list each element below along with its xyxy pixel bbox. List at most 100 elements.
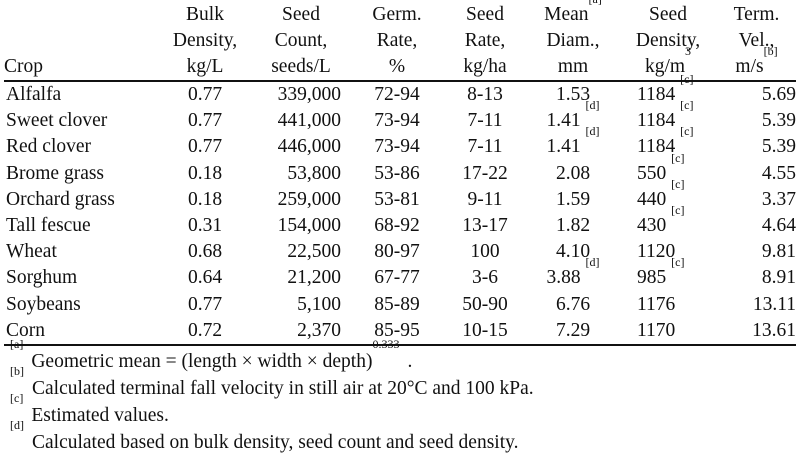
cell-mean-diam: 7.29: [555, 319, 591, 341]
footnote-ref: [c]: [671, 150, 685, 165]
cell-crop: Soybeans: [6, 293, 81, 315]
cell-term-vel: 4.55: [761, 162, 796, 184]
cell-seed-rate: 8-13: [467, 84, 503, 105]
header-row: Crop Bulk Density, kg/L Seed Count, seeds/L Ger…: [4, 0, 796, 81]
cell-bulk-density: 0.68: [187, 241, 223, 263]
table-row: Orchard grass 0.18 259,000 53-81 9-11 1.59 440…: [4, 176, 796, 213]
cell-mean-diam: 1.53: [555, 84, 591, 105]
cell-term-vel: 5.39: [761, 110, 796, 132]
cell-germ-rate: 73-94: [374, 136, 420, 158]
header-seed-density: Seed Density, kg/m3: [619, 2, 717, 81]
cell-seed-count: 53,800: [287, 162, 341, 184]
footnote-ref: [a]: [589, 0, 602, 6]
footnote-exponent: 0.333: [372, 337, 400, 352]
table-row: Corn 0.72 2,370 85-95 10-15 7.29 1170 13.61: [4, 318, 796, 346]
cell-seed-density: 1184 [c]: [637, 98, 694, 132]
unit-exponent: 3: [685, 44, 692, 58]
cell-crop: Corn: [6, 319, 45, 341]
table-row: Soybeans 0.77 5,100 85-89 50-90 6.76 1176 13.11: [4, 292, 796, 318]
footnote-text: Estimated values.: [31, 405, 169, 427]
footnote: [b] Calculated terminal fall velocity in …: [4, 365, 796, 402]
cell-crop: Red clover: [6, 136, 92, 158]
cell-seed-count: 446,000: [277, 136, 341, 158]
cell-germ-rate: 53-86: [374, 162, 420, 184]
header-line: Term.: [733, 4, 780, 25]
table-header: Crop Bulk Density, kg/L Seed Count, seeds/L Ger…: [4, 0, 796, 81]
cell-bulk-density: 0.77: [187, 136, 223, 158]
cell-seed-rate: 13-17: [462, 215, 508, 237]
cell-seed-density: 550 [c]: [637, 150, 685, 184]
header-line: Diam.,: [546, 30, 600, 51]
header-term-vel: Term. Vel., m/s[b]: [717, 2, 796, 81]
header-line: %: [388, 56, 406, 77]
cell-germ-rate: 68-92: [374, 215, 420, 237]
cell-seed-count: 22,500: [287, 241, 341, 263]
cell-germ-rate: 72-94: [374, 84, 420, 105]
cell-bulk-density: 0.18: [187, 162, 223, 184]
header-line: kg/ha: [463, 56, 507, 77]
cell-mean-diam: 1.59: [555, 188, 591, 210]
header-line: Seed: [649, 4, 687, 25]
header-bulk-density: Bulk Density, kg/L: [159, 2, 251, 81]
table-row: Alfalfa 0.77 339,000 72-94 8-13 1.53 1184 [c] 5…: [4, 72, 796, 108]
header-line: Vel.,: [738, 30, 775, 51]
cell-mean-diam: 3.88 [d]: [546, 255, 600, 289]
cell-crop: Sweet clover: [6, 110, 108, 132]
cell-mean-diam: 1.41 [d]: [546, 98, 600, 132]
cell-term-vel: 8.91: [761, 267, 796, 289]
cell-seed-count: 2,370: [297, 319, 341, 341]
cell-crop: Tall fescue: [6, 215, 91, 237]
header-seed-count: Seed Count, seeds/L: [251, 2, 351, 81]
footnote-mark: [a]: [10, 337, 24, 352]
header-line: Mean[a]: [527, 0, 619, 28]
cell-bulk-density: 0.77: [187, 293, 223, 315]
header-seed-rate: Seed Rate, kg/ha: [443, 2, 527, 81]
cell-mean-diam: 2.08: [555, 162, 591, 184]
footnote-ref: [c]: [680, 98, 694, 113]
header-line: Rate,: [376, 30, 418, 51]
cell-germ-rate: 73-94: [374, 110, 420, 132]
table-row: Sorghum 0.64 21,200 67-77 3-6 3.88 [d] 985 [c]…: [4, 255, 796, 291]
header-line: Rate,: [464, 30, 506, 51]
footnote: [c] Estimated values.: [4, 392, 796, 429]
header-mean-diam: Mean[a]Diam., mm: [527, 0, 619, 81]
footnote-ref: [c]: [671, 176, 685, 191]
cell-mean-diam: 4.10: [555, 241, 591, 263]
cell-seed-rate: 100: [470, 241, 500, 263]
footnote-mark: [b]: [10, 364, 24, 379]
footnote-mark: [d]: [10, 418, 24, 433]
footnote-text: Geometric mean = (length × width × depth…: [31, 351, 373, 373]
cell-seed-density: 985 [c]: [637, 255, 685, 289]
header-line: kg/L: [186, 56, 224, 77]
cell-seed-count: 21,200: [287, 267, 341, 289]
cell-seed-density: 1170: [637, 319, 676, 341]
cell-bulk-density: 0.31: [187, 215, 223, 237]
cell-crop: Brome grass: [6, 162, 105, 184]
cell-seed-count: 5,100: [297, 293, 341, 315]
footnote: [d] Calculated based on bulk density, see…: [4, 419, 796, 456]
header-line: kg/m3: [644, 44, 692, 77]
cell-seed-density: 1176: [637, 293, 676, 315]
cell-bulk-density: 0.77: [187, 110, 223, 132]
cell-seed-density: 440 [c]: [637, 176, 685, 210]
cell-crop: Orchard grass: [6, 188, 115, 210]
cell-germ-rate: 85-95: [374, 319, 420, 341]
cell-term-vel: 13.61: [752, 319, 796, 341]
cell-germ-rate: 67-77: [374, 267, 420, 289]
footnotes: [a] Geometric mean = (length × width × de…: [4, 338, 796, 456]
footnote-punct: .: [407, 351, 413, 373]
cell-term-vel: 3.37: [761, 188, 796, 210]
table-row: Red clover 0.77 446,000 73-94 7-11 1.41 [d] 11…: [4, 124, 796, 160]
header-line: Seed: [282, 4, 320, 25]
cell-seed-density: 1184 [c]: [637, 72, 694, 105]
table-row: Tall fescue 0.31 154,000 68-92 13-17 1.82 430 …: [4, 204, 796, 239]
header-line: [4, 28, 159, 54]
cell-seed-density: 1184 [c]: [637, 124, 694, 158]
table-row: Sweet clover 0.77 441,000 73-94 7-11 1.41 [d]…: [4, 98, 796, 134]
header-line: m/s[b]: [735, 44, 778, 77]
table-row: Wheat 0.68 22,500 80-97 100 4.10 1120 9.81: [4, 239, 796, 265]
header-line: [4, 2, 159, 28]
cell-seed-rate: 10-15: [462, 319, 508, 341]
cell-bulk-density: 0.18: [187, 188, 223, 210]
header-line: Count,: [274, 30, 328, 51]
